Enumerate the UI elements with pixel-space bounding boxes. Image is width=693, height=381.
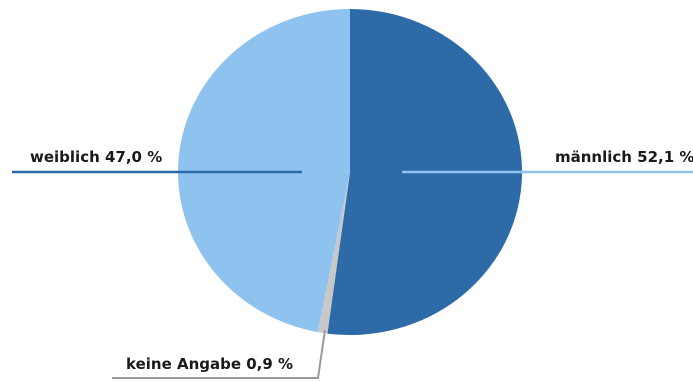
label-weiblich: weiblich 47,0 % (30, 148, 162, 166)
slice-keine-angabe (317, 172, 350, 334)
label-maennlich: männlich 52,1 % (555, 148, 693, 166)
leader-lines (12, 170, 693, 379)
leader-line-keine-angabe (112, 329, 326, 379)
slice-weiblich (178, 9, 350, 333)
label-keine-angabe: keine Angabe 0,9 % (126, 355, 293, 373)
